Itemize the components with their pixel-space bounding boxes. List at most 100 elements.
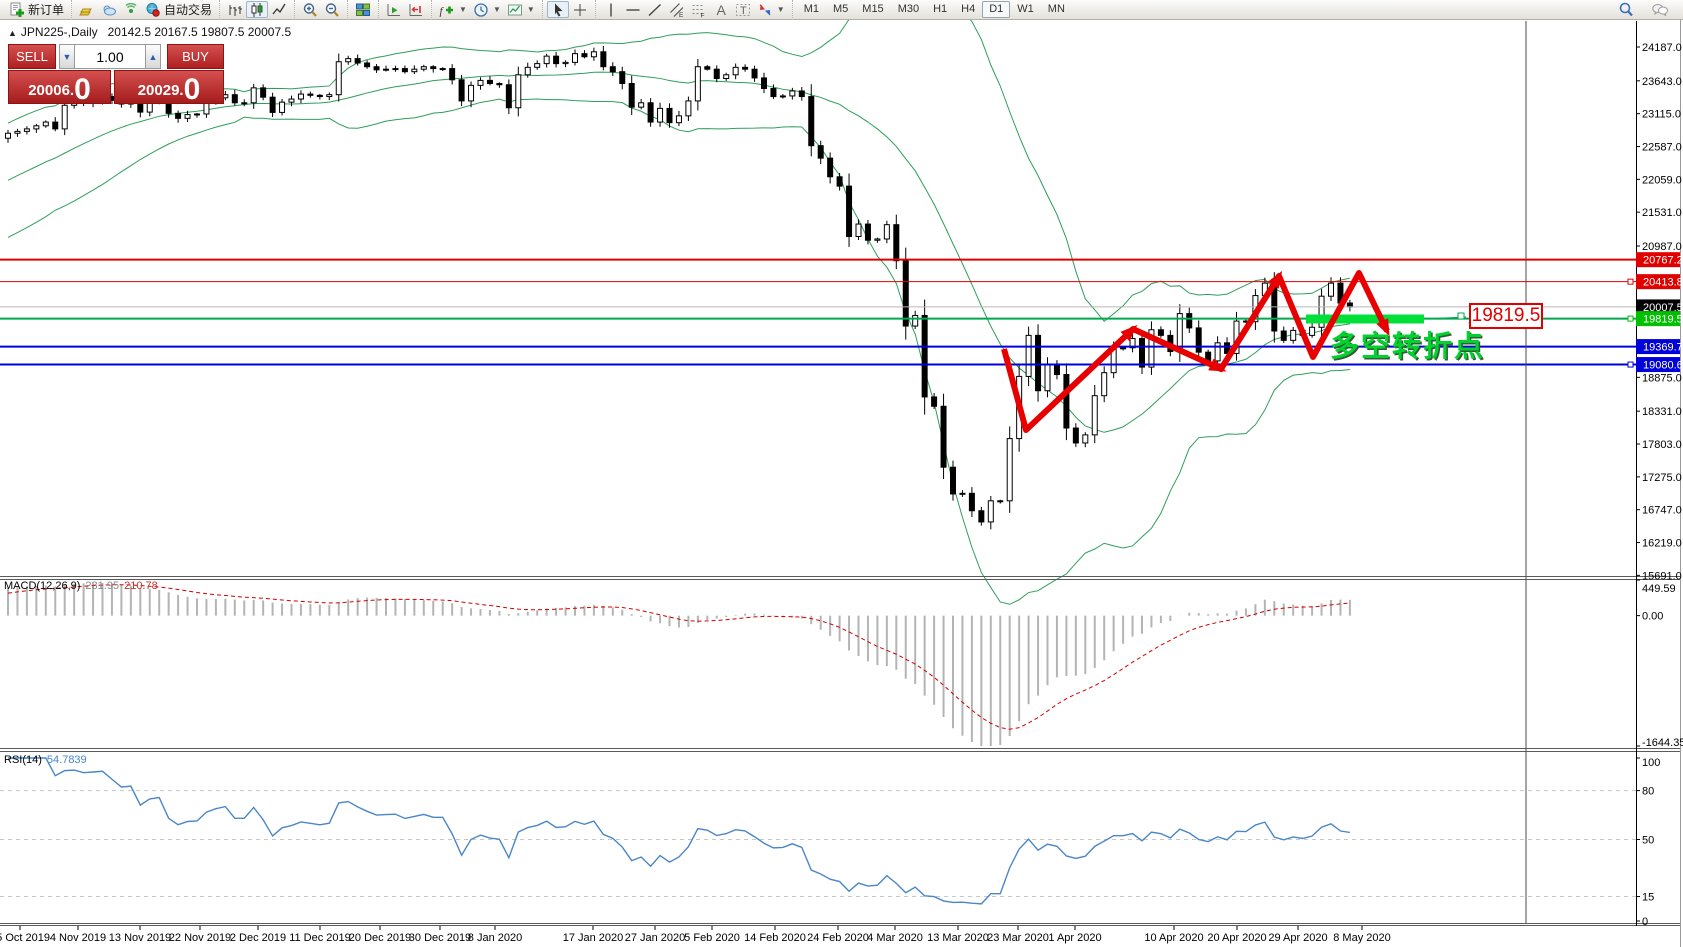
arrows-button[interactable]: ▼ bbox=[754, 1, 788, 18]
timeframe-m15-button[interactable]: M15 bbox=[862, 3, 884, 15]
hline-button[interactable] bbox=[622, 1, 644, 18]
text-button[interactable]: A bbox=[710, 1, 732, 18]
crosshair-icon bbox=[573, 3, 586, 16]
date-tick-label: 4 Mar 2020 bbox=[867, 932, 923, 944]
timeframe-m1-button[interactable]: M1 bbox=[803, 3, 819, 15]
new-order-button[interactable]: 新订单 bbox=[6, 1, 67, 18]
svg-text:A: A bbox=[716, 2, 726, 18]
price-tick-label: 17803.0 bbox=[1642, 439, 1682, 451]
date-tick-label: 27 Jan 2020 bbox=[625, 932, 686, 944]
macd-indicator-label: MACD(12,26,9) 231.95 210.78 bbox=[4, 580, 158, 592]
date-tick-label: 20 Apr 2020 bbox=[1207, 932, 1266, 944]
chart-shift-button[interactable] bbox=[405, 1, 427, 18]
chevron-down-icon: ▼ bbox=[492, 4, 501, 14]
volume-decrease-button[interactable]: ▼ bbox=[59, 44, 75, 69]
fibo-icon: F bbox=[692, 4, 705, 18]
line-handle[interactable] bbox=[1627, 278, 1634, 285]
price-badge-label: 20007.5 bbox=[1643, 302, 1683, 314]
arrowhead-icon bbox=[1120, 324, 1138, 342]
line-handle[interactable] bbox=[1457, 312, 1465, 320]
timeframe-group: M1 M5 M15 M30 H1 H4 D1 W1 MN bbox=[791, 0, 1076, 20]
buy-button[interactable]: BUY bbox=[167, 44, 224, 69]
date-tick-label: 13 Nov 2019 bbox=[109, 932, 171, 944]
timeframe-h4-button[interactable]: H4 bbox=[961, 3, 976, 15]
volume-increase-button[interactable]: ▲ bbox=[145, 44, 161, 69]
macd-panel[interactable]: 449.59 0.00 -1644.35 bbox=[7, 579, 1683, 749]
price-badge-label: 19080.6 bbox=[1643, 360, 1683, 372]
timeframe-m5-button[interactable]: M5 bbox=[833, 3, 849, 15]
timeframe-mn-button[interactable]: MN bbox=[1047, 3, 1065, 15]
toolbar-group: f ▼ ▼ ▼ bbox=[431, 0, 542, 20]
line-handle[interactable] bbox=[1627, 315, 1634, 322]
chevron-down-icon: ▼ bbox=[459, 4, 467, 14]
trendline-button[interactable] bbox=[644, 1, 666, 18]
date-tick-label: 8 Jan 2020 bbox=[468, 932, 522, 944]
vline-button[interactable] bbox=[600, 1, 622, 18]
buy-price[interactable]: 20029. 0 bbox=[114, 70, 224, 104]
zoom-out-button[interactable] bbox=[321, 1, 343, 18]
price-level-flag[interactable]: 19819.5 bbox=[1469, 303, 1543, 329]
candlestick-button[interactable] bbox=[246, 1, 269, 18]
price-tick-label: 24187.0 bbox=[1642, 42, 1682, 54]
chat-button[interactable] bbox=[1649, 1, 1671, 18]
price-badge bbox=[1636, 299, 1680, 315]
timeframe-d1-button[interactable]: D1 bbox=[982, 1, 1011, 18]
tile-windows-button[interactable] bbox=[352, 1, 374, 18]
price-badge-label: 20413.8 bbox=[1643, 277, 1683, 289]
date-tick-label: 20 Dec 2019 bbox=[349, 932, 411, 944]
date-tick-label: 2 Dec 2019 bbox=[230, 932, 286, 944]
date-tick-label: 11 Dec 2019 bbox=[289, 932, 351, 944]
turning-point-annotation[interactable]: 多空转折点 bbox=[1330, 331, 1486, 363]
bar-chart-button[interactable] bbox=[224, 1, 246, 18]
price-tick-label: 18875.0 bbox=[1642, 372, 1682, 384]
auto-scroll-button[interactable] bbox=[383, 1, 405, 18]
date-tick-label: 23 Mar 2020 bbox=[987, 932, 1049, 944]
date-tick-label: 17 Jan 2020 bbox=[563, 932, 624, 944]
sell-button[interactable]: SELL bbox=[8, 44, 56, 69]
toolbar-right bbox=[1615, 1, 1683, 18]
date-tick-label: 14 Feb 2020 bbox=[744, 932, 806, 944]
timeframe-h1-button[interactable]: H1 bbox=[933, 3, 948, 15]
sell-price-main: 20006 bbox=[28, 82, 70, 99]
collapse-icon[interactable]: ▲ bbox=[8, 28, 17, 38]
cloud-button[interactable] bbox=[98, 1, 120, 18]
search-button[interactable] bbox=[1615, 1, 1637, 18]
rsi-panel[interactable]: 100 80 50 15 0 bbox=[0, 757, 1660, 928]
macd-axis-label: 449.59 bbox=[1642, 583, 1676, 595]
arrowhead-icon bbox=[1267, 270, 1283, 289]
hline-icon bbox=[626, 8, 640, 11]
timeframe-w1-button[interactable]: W1 bbox=[1017, 3, 1034, 15]
line-chart-button[interactable] bbox=[268, 1, 290, 18]
volume-input[interactable] bbox=[75, 44, 145, 69]
sell-price[interactable]: 20006. 0 bbox=[8, 70, 111, 104]
support-zone-bar[interactable] bbox=[1306, 314, 1424, 324]
cursor-button[interactable] bbox=[546, 1, 569, 18]
autotrade-button[interactable]: 自动交易 bbox=[142, 1, 215, 18]
new-order-label: 新订单 bbox=[28, 3, 65, 17]
fibo-button[interactable]: F bbox=[688, 1, 710, 18]
line-handle[interactable] bbox=[1627, 361, 1634, 368]
cursor-icon bbox=[554, 3, 563, 16]
period-button[interactable]: ▼ bbox=[470, 1, 504, 18]
ohlc-values: 20142.5 20167.5 19807.5 20007.5 bbox=[107, 25, 292, 39]
label-button[interactable]: T bbox=[732, 1, 754, 18]
indicators-button[interactable]: f ▼ bbox=[436, 1, 470, 18]
channel-button[interactable]: E bbox=[666, 1, 688, 18]
period-icon bbox=[474, 2, 488, 17]
template-icon bbox=[507, 4, 522, 15]
macd-axis-label: 0.00 bbox=[1642, 611, 1663, 623]
toolbar-group bbox=[219, 0, 294, 20]
bollinger-bands bbox=[7, 1, 1350, 605]
gold-button[interactable] bbox=[76, 1, 98, 18]
crosshair-button[interactable] bbox=[569, 1, 591, 18]
zigzag-trend-annotation[interactable] bbox=[1001, 270, 1390, 433]
panel-borders bbox=[0, 20, 1681, 947]
date-tick-label: 13 Mar 2020 bbox=[927, 932, 989, 944]
template-button[interactable]: ▼ bbox=[504, 1, 538, 18]
price-axis[interactable]: 24187.0 23643.0 23115.0 22587.0 22059.0 21531… bbox=[1627, 42, 1683, 582]
signals-button[interactable] bbox=[120, 1, 142, 18]
zoom-in-button[interactable] bbox=[299, 1, 321, 18]
timeframe-m30-button[interactable]: M30 bbox=[897, 3, 920, 15]
